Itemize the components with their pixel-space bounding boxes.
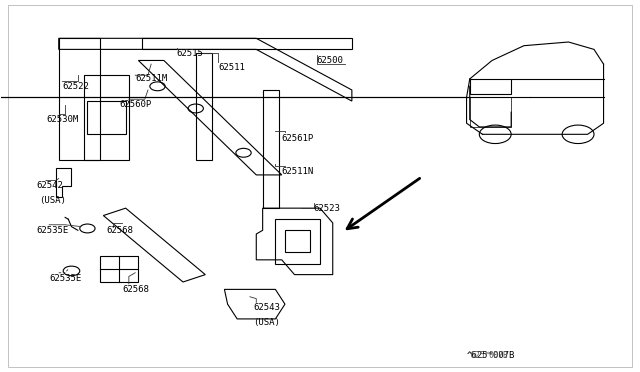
Text: ^625*007B: ^625*007B (467, 351, 508, 360)
Text: 62522: 62522 (62, 82, 89, 91)
Text: 62511: 62511 (218, 63, 245, 72)
Text: (USA): (USA) (40, 196, 67, 205)
Text: 62561P: 62561P (282, 134, 314, 142)
Text: 62511M: 62511M (135, 74, 168, 83)
Text: 62515: 62515 (177, 49, 204, 58)
Text: 62542: 62542 (36, 182, 63, 190)
Text: 62560P: 62560P (119, 100, 152, 109)
Text: 62568: 62568 (106, 226, 133, 235)
Text: 62530M: 62530M (46, 115, 78, 124)
Text: (USA): (USA) (253, 318, 280, 327)
Text: ^625*007B: ^625*007B (467, 351, 515, 360)
Text: 62568: 62568 (122, 285, 149, 294)
Text: 62500: 62500 (317, 56, 344, 65)
Text: 62511N: 62511N (282, 167, 314, 176)
Text: 62535E: 62535E (36, 226, 68, 235)
Text: 62523: 62523 (314, 203, 340, 213)
Text: 62535E: 62535E (49, 274, 81, 283)
Text: 62543: 62543 (253, 303, 280, 312)
